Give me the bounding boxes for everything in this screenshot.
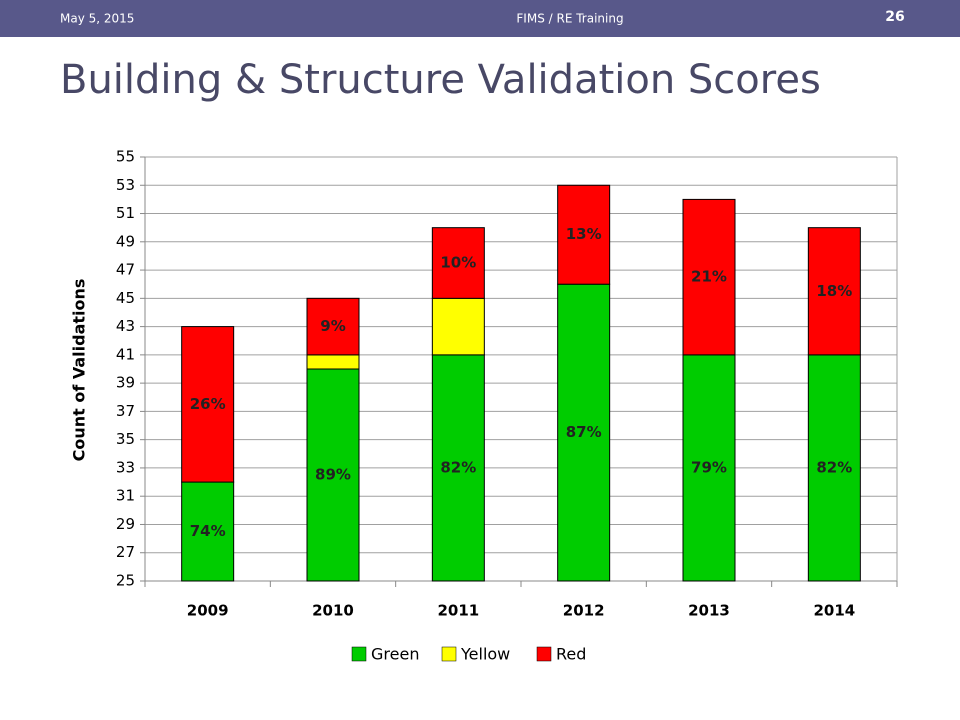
- data-label: 87%: [566, 423, 602, 441]
- legend-label: Red: [556, 645, 586, 664]
- y-tick-label: 49: [116, 232, 135, 250]
- y-tick-label: 41: [116, 345, 135, 363]
- y-tick-label: 31: [116, 487, 135, 505]
- bar-segment: [431, 227, 485, 299]
- x-tick-label: 2014: [813, 602, 855, 620]
- x-tick-label: 2011: [437, 602, 479, 620]
- bar-segment: [306, 297, 360, 356]
- data-label: 82%: [440, 458, 476, 476]
- bar-segment: [682, 198, 736, 356]
- header-bar: [0, 0, 960, 37]
- y-tick-label: 55: [116, 148, 135, 166]
- data-label: 21%: [691, 268, 727, 286]
- data-label: 82%: [816, 458, 852, 476]
- legend-label: Green: [371, 645, 419, 664]
- header-date: May 5, 2015: [60, 12, 134, 26]
- data-label: 13%: [566, 225, 602, 243]
- x-tick-label: 2010: [312, 602, 354, 620]
- y-tick-label: 27: [116, 543, 135, 561]
- legend-label: Yellow: [460, 645, 510, 664]
- bar-segment: [557, 283, 611, 582]
- bar-segment: [807, 354, 861, 582]
- y-tick-label: 53: [116, 176, 135, 194]
- data-label: 26%: [190, 395, 226, 413]
- data-label: 79%: [691, 458, 727, 476]
- data-label: 89%: [315, 466, 351, 484]
- legend-swatch: [441, 646, 457, 662]
- data-label: 74%: [190, 522, 226, 540]
- y-tick-label: 29: [116, 515, 135, 533]
- y-tick-label: 33: [116, 458, 135, 476]
- bar-segment: [431, 297, 485, 356]
- y-axis-label: Count of Validations: [70, 279, 89, 462]
- y-tick-label: 43: [116, 317, 135, 335]
- x-tick-label: 2013: [688, 602, 730, 620]
- bar-segment: [682, 354, 736, 582]
- bar-segment: [306, 368, 360, 582]
- data-label: 18%: [816, 282, 852, 300]
- x-tick-label: 2012: [563, 602, 605, 620]
- y-tick-label: 25: [116, 572, 135, 590]
- bar-segment: [181, 326, 235, 483]
- y-tick-label: 37: [116, 402, 135, 420]
- bar-segment: [306, 354, 360, 370]
- data-label: 9%: [320, 317, 345, 335]
- bar-segment: [807, 227, 861, 356]
- bar-segment: [431, 354, 485, 582]
- page-number: 26: [885, 9, 904, 25]
- legend-swatch: [536, 646, 552, 662]
- y-tick-label: 39: [116, 374, 135, 392]
- slide-title: Building & Structure Validation Scores: [60, 57, 821, 103]
- header-center: FIMS / RE Training: [516, 12, 623, 26]
- x-tick-label: 2009: [187, 602, 229, 620]
- y-tick-label: 51: [116, 204, 135, 222]
- data-label: 10%: [440, 254, 476, 272]
- y-tick-label: 35: [116, 430, 135, 448]
- bar-segment: [557, 184, 611, 285]
- legend-swatch: [351, 646, 367, 662]
- y-tick-label: 47: [116, 261, 135, 279]
- y-tick-label: 45: [116, 289, 135, 307]
